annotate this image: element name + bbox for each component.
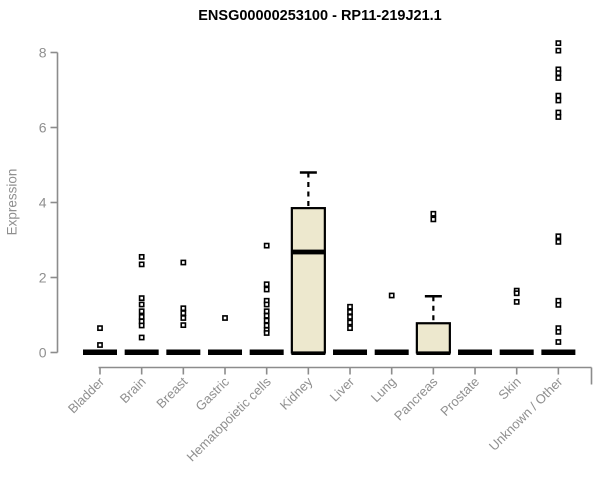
- data-point: [138, 301, 145, 308]
- y-tick-label: 8: [39, 45, 47, 61]
- data-point: [555, 40, 562, 47]
- data-point: [138, 261, 145, 268]
- data-point: [263, 281, 270, 288]
- zero-median-bar: [541, 349, 576, 355]
- data-point: [138, 308, 145, 315]
- data-point: [513, 298, 520, 305]
- y-tick-label: 2: [39, 270, 47, 286]
- data-point: [263, 322, 270, 329]
- data-point: [222, 315, 228, 321]
- box: [290, 207, 326, 354]
- data-point: [180, 322, 187, 329]
- data-point: [180, 305, 187, 312]
- data-point: [180, 315, 187, 321]
- data-point: [555, 339, 562, 345]
- data-point: [138, 253, 145, 260]
- data-point: [555, 70, 562, 77]
- data-point: [347, 325, 353, 332]
- zero-median-bar: [249, 349, 284, 355]
- data-point: [180, 310, 187, 317]
- zero-median-bar: [208, 349, 243, 355]
- zero-median-bar: [458, 349, 493, 355]
- data-point: [555, 328, 562, 335]
- x-category-label: Prostate: [437, 374, 482, 419]
- chart-title: ENSG00000253100 - RP11-219J21.1: [198, 8, 442, 24]
- data-point: [97, 325, 103, 332]
- data-point: [138, 322, 145, 329]
- zero-median-bar: [374, 349, 409, 355]
- data-point: [138, 334, 145, 341]
- data-point: [555, 301, 562, 308]
- y-tick-label: 0: [39, 345, 47, 361]
- x-category-label: Skin: [495, 374, 523, 402]
- data-point: [388, 292, 395, 299]
- zero-median-bar: [499, 349, 534, 355]
- data-point: [555, 238, 562, 245]
- data-point: [263, 308, 270, 315]
- data-point: [180, 259, 187, 266]
- data-point: [138, 295, 145, 302]
- x-category-label: Kidney: [277, 374, 316, 413]
- data-point: [138, 313, 145, 320]
- zero-median-bar: [83, 349, 117, 355]
- data-point: [555, 233, 562, 240]
- data-point: [97, 342, 103, 348]
- data-point: [555, 92, 562, 99]
- data-point: [347, 309, 353, 315]
- data-point: [555, 47, 562, 54]
- data-point: [513, 290, 520, 297]
- data-point: [555, 114, 562, 120]
- data-point: [430, 216, 437, 223]
- x-category-label: Liver: [327, 374, 358, 405]
- data-point: [263, 286, 270, 293]
- x-category-label: Unknown / Other: [486, 374, 566, 454]
- data-point: [263, 330, 270, 336]
- data-point: [555, 75, 562, 81]
- data-point: [263, 317, 270, 324]
- zero-median-bar: [124, 349, 159, 355]
- zero-median-bar: [333, 349, 368, 355]
- x-category-label: Lung: [368, 374, 399, 405]
- y-tick-label: 4: [39, 195, 47, 211]
- data-point: [555, 109, 562, 116]
- x-category-label: Brain: [117, 374, 149, 406]
- x-category-label: Pancreas: [391, 374, 441, 424]
- data-point: [347, 319, 353, 326]
- data-point: [263, 301, 270, 308]
- data-point: [430, 210, 437, 217]
- zero-median-bar: [166, 349, 201, 355]
- box: [415, 322, 451, 354]
- data-point: [555, 97, 562, 104]
- x-category-label: Gastric: [192, 374, 232, 414]
- x-category-label: Bladder: [65, 374, 108, 417]
- x-category-label: Breast: [153, 374, 190, 411]
- y-tick-label: 6: [39, 120, 47, 136]
- data-point: [347, 303, 353, 310]
- median-line: [291, 249, 325, 255]
- data-point: [263, 312, 270, 319]
- data-point: [347, 313, 353, 320]
- data-point: [263, 242, 270, 249]
